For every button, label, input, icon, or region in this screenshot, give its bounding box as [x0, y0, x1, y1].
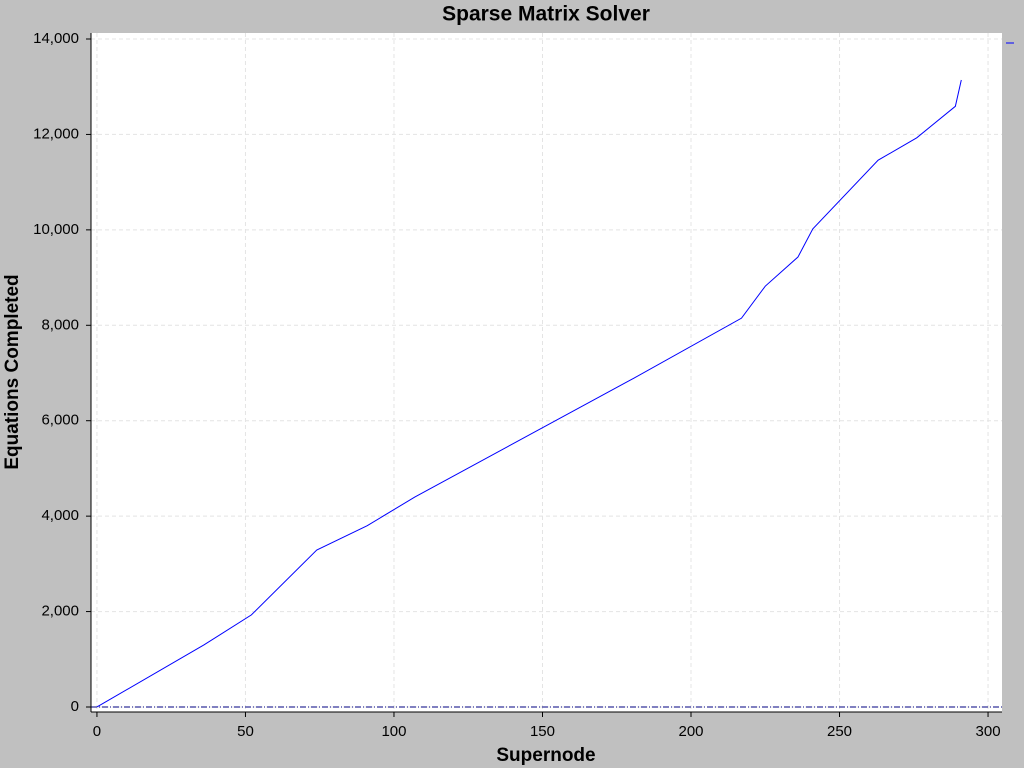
- x-tick-label: 150: [530, 723, 555, 740]
- y-tick-label: 14,000: [33, 30, 79, 47]
- x-tick-label: 0: [93, 723, 101, 740]
- chart-title: Sparse Matrix Solver: [442, 3, 650, 26]
- x-tick-label: 200: [678, 723, 703, 740]
- x-tick-label: 50: [237, 723, 254, 740]
- x-tick-label: 250: [827, 723, 852, 740]
- x-tick-label: 100: [381, 723, 406, 740]
- y-tick-label: 12,000: [33, 125, 79, 142]
- y-tick-label: 8,000: [41, 316, 79, 333]
- y-tick-label: 2,000: [41, 603, 79, 620]
- y-tick-label: 10,000: [33, 221, 79, 238]
- y-tick-label: 0: [71, 698, 79, 715]
- data-line: [96, 79, 962, 708]
- y-axis-title: Equations Completed: [2, 274, 23, 469]
- x-tick-label: 300: [976, 723, 1001, 740]
- y-tick-label: 6,000: [41, 412, 79, 429]
- x-axis-title: Supernode: [496, 745, 595, 766]
- y-tick-label: 4,000: [41, 507, 79, 524]
- grid: [91, 33, 1002, 712]
- plot-area: [91, 33, 1002, 712]
